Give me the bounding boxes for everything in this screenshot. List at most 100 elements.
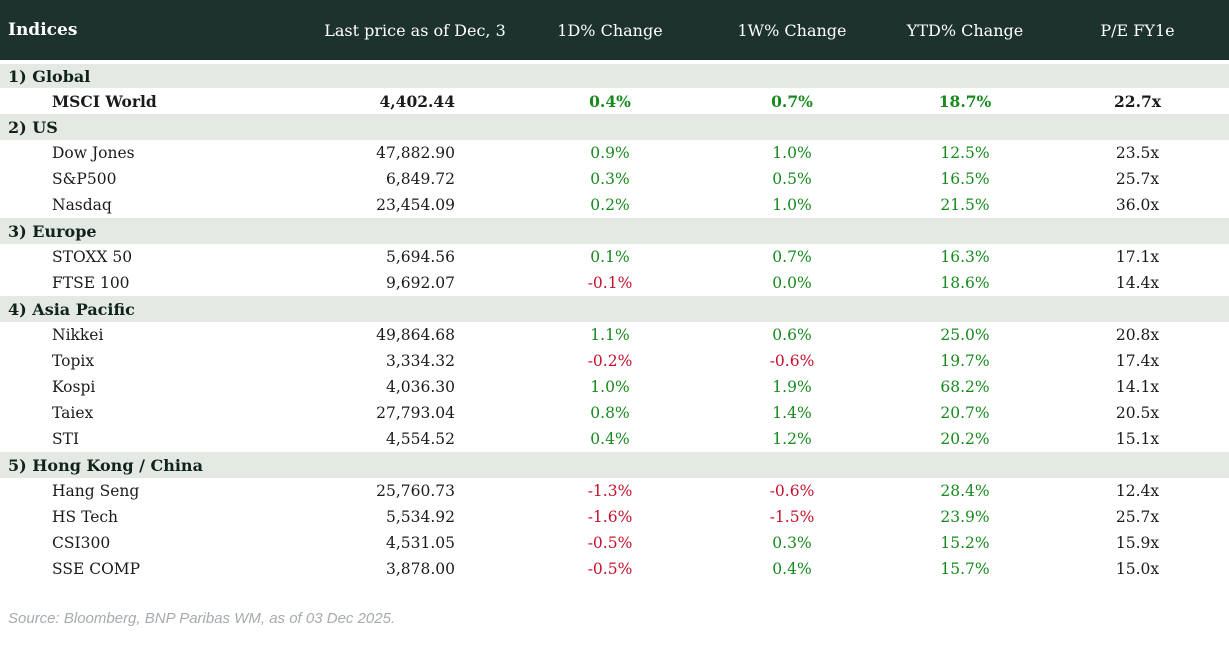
table-row: S&P500 6,849.72 0.3% 0.5% 16.5% 25.7x — [0, 166, 1229, 192]
last-price-value: 4,531.05 — [385, 534, 455, 552]
1d-change-value: 0.9% — [590, 144, 630, 162]
1w-change-value: -1.5% — [769, 508, 815, 526]
1d-change-value: 0.1% — [590, 248, 630, 266]
1d-change-value: 1.1% — [590, 326, 630, 344]
pe-value: 12.4x — [1115, 482, 1160, 500]
1w-change-value: 1.2% — [772, 430, 812, 448]
table-row: Nasdaq 23,454.09 0.2% 1.0% 21.5% 36.0x — [0, 192, 1229, 218]
index-name: STI — [52, 430, 80, 448]
table-row: Taiex 27,793.04 0.8% 1.4% 20.7% 20.5x — [0, 400, 1229, 426]
ytd-change-value: 20.7% — [940, 404, 990, 422]
table-row: Topix 3,334.32 -0.2% -0.6% 19.7% 17.4x — [0, 348, 1229, 374]
1w-change-value: 1.0% — [772, 144, 812, 162]
1w-change-value: 0.6% — [772, 326, 812, 344]
1d-change-value: -0.2% — [587, 352, 633, 370]
last-price-value: 5,534.92 — [385, 508, 455, 526]
1d-change-value: -1.6% — [587, 508, 633, 526]
index-name: Nikkei — [52, 326, 104, 344]
source-note: Source: Bloomberg, BNP Paribas WM, as of… — [8, 610, 396, 627]
ytd-change-value: 16.5% — [940, 170, 990, 188]
index-name: Hang Seng — [52, 482, 140, 500]
1d-change-value: -0.1% — [587, 274, 633, 292]
table-row: SSE COMP 3,878.00 -0.5% 0.4% 15.7% 15.0x — [0, 556, 1229, 582]
index-name: FTSE 100 — [52, 274, 130, 292]
section-row: 3) Europe — [0, 218, 1229, 244]
1d-change-value: 1.0% — [590, 378, 630, 396]
pe-value: 17.4x — [1115, 352, 1160, 370]
ytd-change-value: 15.7% — [940, 560, 990, 578]
pe-value: 15.1x — [1115, 430, 1160, 448]
last-price-value: 23,454.09 — [376, 196, 455, 214]
section-row: 1) Global — [0, 60, 1229, 88]
index-name: MSCI World — [52, 91, 157, 111]
section-label: 3) Europe — [8, 221, 97, 241]
last-price-value: 3,334.32 — [385, 352, 455, 370]
1w-change-value: -0.6% — [769, 482, 815, 500]
index-name: HS Tech — [52, 508, 119, 526]
last-price-value: 25,760.73 — [376, 482, 455, 500]
ytd-change-value: 20.2% — [940, 430, 990, 448]
pe-value: 20.8x — [1115, 326, 1160, 344]
last-price-value: 4,402.44 — [379, 91, 455, 111]
table-row: MSCI World 4,402.44 0.4% 0.7% 18.7% 22.7x — [0, 88, 1229, 114]
ytd-change-value: 12.5% — [940, 144, 990, 162]
pe-value: 22.7x — [1114, 91, 1161, 111]
index-name: Topix — [52, 352, 95, 370]
last-price-value: 47,882.90 — [376, 144, 455, 162]
table-row: STOXX 50 5,694.56 0.1% 0.7% 16.3% 17.1x — [0, 244, 1229, 270]
1w-change-value: 0.5% — [772, 170, 812, 188]
index-name: Taiex — [52, 404, 94, 422]
1d-change-value: 0.3% — [590, 170, 630, 188]
pe-value: 20.5x — [1115, 404, 1160, 422]
section-label: 1) Global — [0, 60, 1229, 88]
last-price-value: 3,878.00 — [385, 560, 455, 578]
indices-table-body: 1) Global MSCI World 4,402.44 0.4% 0.7% 18.7%… — [0, 60, 1229, 582]
table-row: Nikkei 49,864.68 1.1% 0.6% 25.0% 20.8x — [0, 322, 1229, 348]
last-price-value: 4,554.52 — [385, 430, 455, 448]
index-name: Kospi — [52, 378, 96, 396]
column-header-1w-change: 1W% Change — [737, 20, 847, 40]
section-row: 2) US — [0, 114, 1229, 140]
ytd-change-value: 18.7% — [938, 91, 992, 111]
last-price-value: 49,864.68 — [376, 326, 455, 344]
column-header-pe-fy1e: P/E FY1e — [1100, 20, 1175, 40]
column-header-last-price: Last price as of Dec, 3 — [324, 20, 506, 40]
ytd-change-value: 18.6% — [940, 274, 990, 292]
last-price-value: 27,793.04 — [376, 404, 455, 422]
index-name: Nasdaq — [52, 196, 112, 214]
ytd-change-value: 19.7% — [940, 352, 990, 370]
pe-value: 15.9x — [1115, 534, 1160, 552]
ytd-change-value: 23.9% — [940, 508, 990, 526]
1d-change-value: -1.3% — [587, 482, 633, 500]
column-header-ytd-change: YTD% Change — [906, 20, 1024, 40]
1d-change-value: -0.5% — [587, 560, 633, 578]
section-row: 5) Hong Kong / China — [0, 452, 1229, 478]
section-row: 4) Asia Pacific — [0, 296, 1229, 322]
section-label: 2) US — [8, 117, 58, 137]
1d-change-value: 0.8% — [590, 404, 630, 422]
ytd-change-value: 68.2% — [940, 378, 990, 396]
1w-change-value: 1.9% — [772, 378, 812, 396]
last-price-value: 4,036.30 — [385, 378, 455, 396]
index-name: STOXX 50 — [52, 248, 133, 266]
1w-change-value: 0.4% — [772, 560, 812, 578]
ytd-change-value: 15.2% — [940, 534, 990, 552]
index-name: Dow Jones — [52, 144, 135, 162]
last-price-value: 6,849.72 — [385, 170, 455, 188]
1w-change-value: -0.6% — [769, 352, 815, 370]
index-name: S&P500 — [52, 170, 117, 188]
ytd-change-value: 28.4% — [940, 482, 990, 500]
last-price-value: 9,692.07 — [385, 274, 455, 292]
1w-change-value: 1.0% — [772, 196, 812, 214]
table-row: Kospi 4,036.30 1.0% 1.9% 68.2% 14.1x — [0, 374, 1229, 400]
ytd-change-value: 25.0% — [940, 326, 990, 344]
section-label: 4) Asia Pacific — [8, 299, 135, 319]
table-row: Dow Jones 47,882.90 0.9% 1.0% 12.5% 23.5x — [0, 140, 1229, 166]
1w-change-value: 1.4% — [772, 404, 812, 422]
1w-change-value: 0.7% — [772, 248, 812, 266]
ytd-change-value: 21.5% — [940, 196, 990, 214]
pe-value: 23.5x — [1115, 144, 1160, 162]
pe-value: 15.0x — [1115, 560, 1160, 578]
table-row: Hang Seng 25,760.73 -1.3% -0.6% 28.4% 12.4x — [0, 478, 1229, 504]
1d-change-value: -0.5% — [587, 534, 633, 552]
